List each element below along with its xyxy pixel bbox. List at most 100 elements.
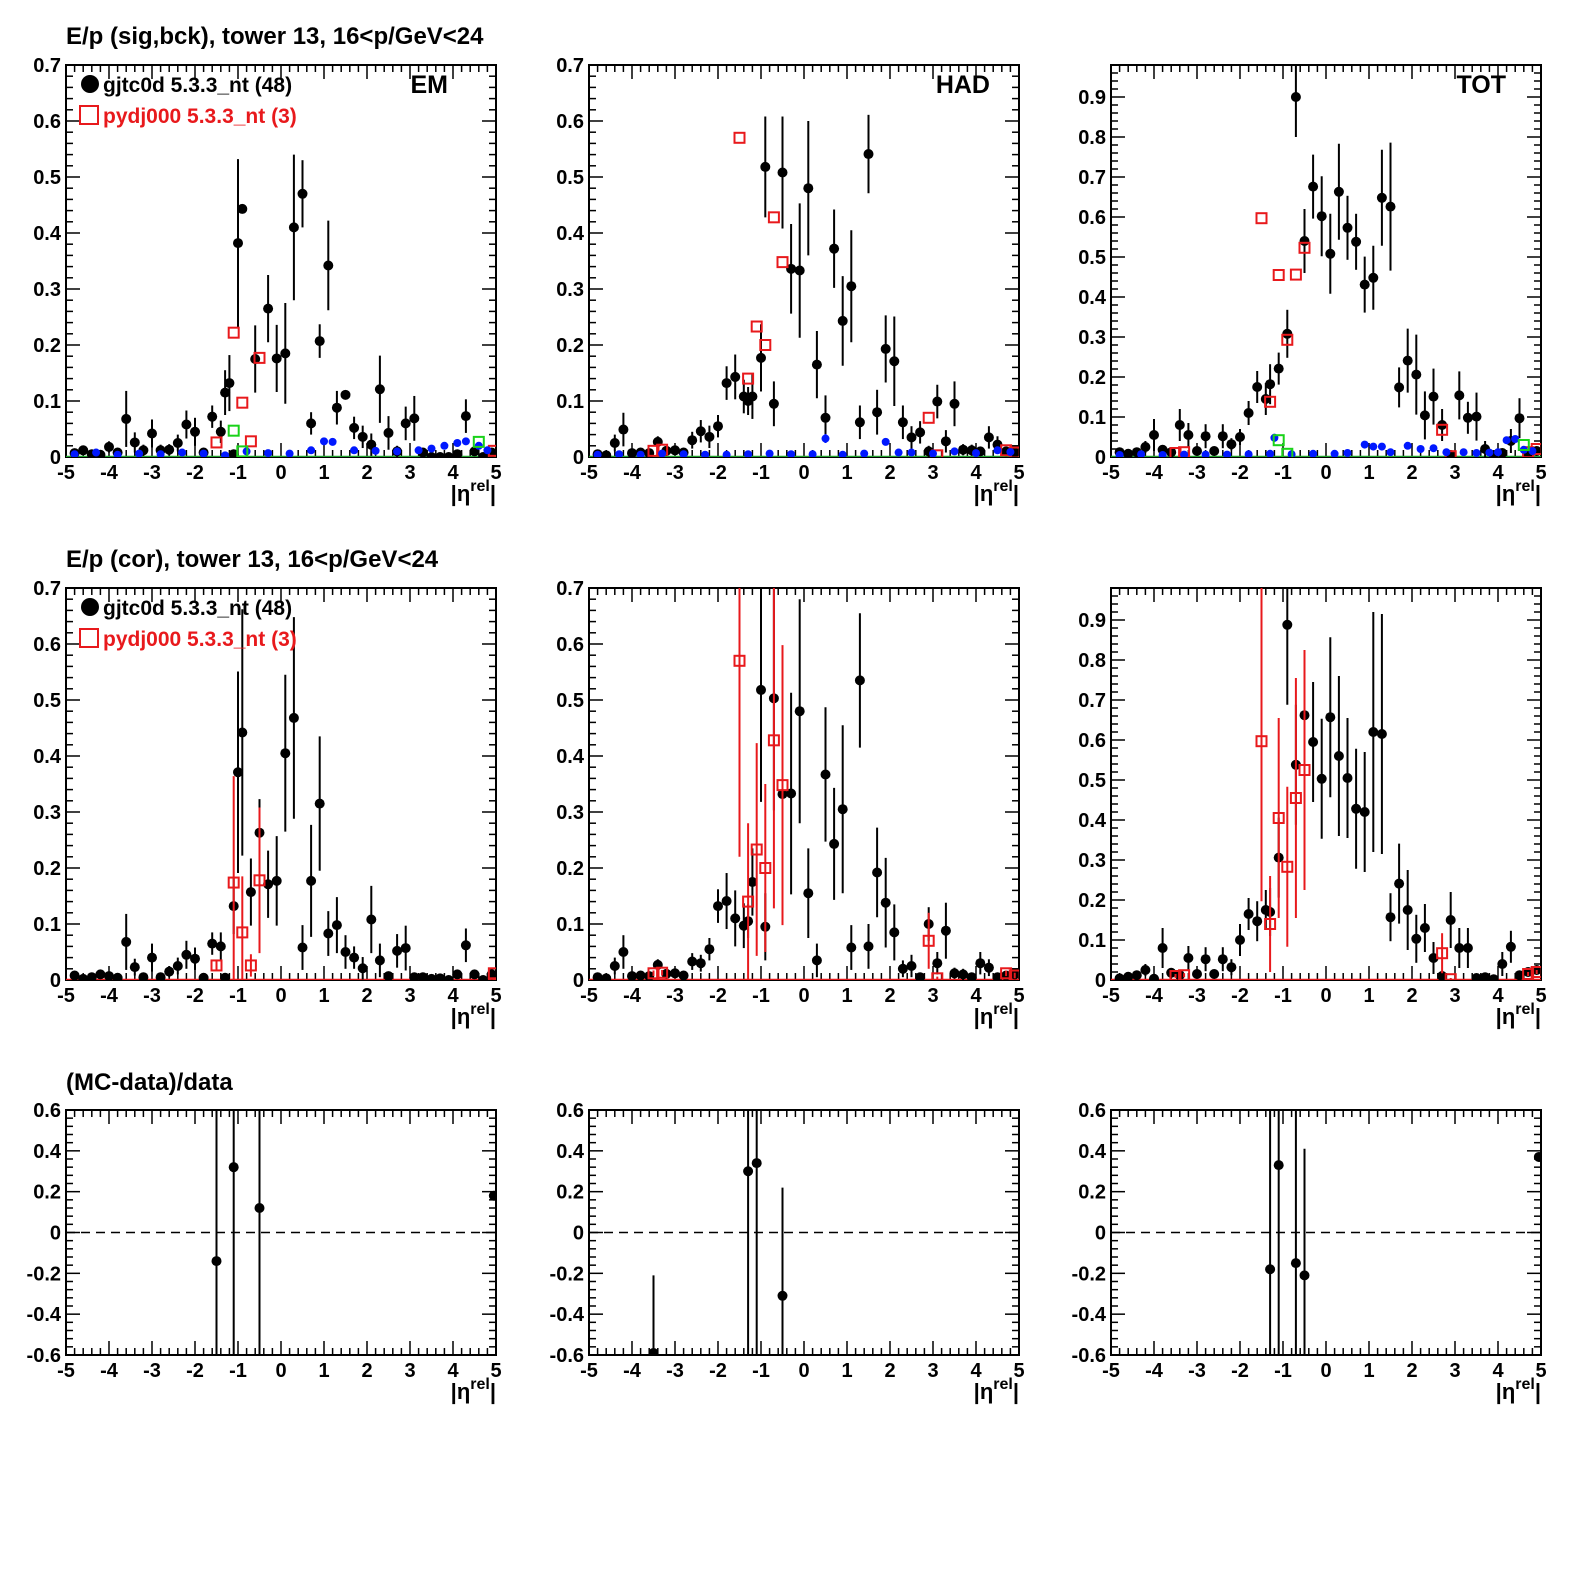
data-point [975,958,986,969]
data-point [1325,248,1336,259]
bkg-point [821,434,830,443]
data-point [1376,192,1387,203]
mc-marker [742,895,755,908]
bkg-point [1416,445,1425,453]
y-tick-label: 0.1 [556,391,584,413]
y-tick-label: 0 [1095,970,1106,992]
y-tick-label: 0 [50,447,61,469]
x-tick-label: 0 [1320,1360,1331,1382]
legend-mc-marker-2 [79,628,99,648]
plot-area [1111,1110,1541,1355]
x-axis-title-close: | [1013,481,1019,506]
data-point [601,973,612,980]
y-tick-label: 0.4 [33,746,62,768]
x-tick-label: -3 [143,985,161,1007]
mc-marker [1436,947,1449,960]
data-point [263,879,274,890]
panel-1-2: -5 -4 -3 -2 -1 0 1 2 3 4 5 0 0.1 0.2 0.3 0.4 0.5 0.6 0.7 0.… [1078,587,1547,1029]
data-point [1471,973,1482,980]
x-tick-label: 0 [275,1360,286,1382]
data-point [306,875,317,886]
bkg-point [636,450,645,457]
plot-area [589,588,1019,980]
x-tick-label: -4 [623,985,642,1007]
data-point [592,972,603,980]
y-tick-label: 0.5 [556,167,584,189]
x-tick-label: -3 [143,1360,161,1382]
data-point [190,426,200,437]
x-tick-label: 0 [1320,985,1331,1007]
y-tick-label: 0.8 [1078,650,1106,672]
data-point [1419,923,1430,933]
legend-mc-marker [79,105,99,125]
bkg-point [483,446,492,455]
mc-marker [733,131,746,144]
data-point [1316,211,1327,222]
data-point [811,359,822,370]
bkg-point [156,450,165,457]
data-point [104,441,114,452]
data-point [271,353,282,364]
y-tick-label: -0.4 [1072,1304,1107,1326]
x-axis-title-sup: rel [1515,478,1535,495]
y-tick-label: -0.4 [550,1304,585,1326]
data-point [1273,363,1284,374]
mc-marker [1255,212,1268,225]
bkg-point [593,450,602,457]
data-point [958,969,969,980]
x-axis-title: |ηrel| [1496,1376,1541,1404]
bkg-point [701,450,710,457]
data-point [1342,773,1353,783]
data-point [357,963,368,974]
x-tick-label: 3 [1449,1360,1460,1382]
data-point [958,444,969,455]
data-point [1471,411,1482,422]
x-axis-title-symbol: |η [1496,1379,1516,1404]
y-tick-label: 0.6 [33,1100,61,1122]
x-tick-label: 5 [490,1360,501,1382]
y-tick-label: 0.2 [1078,1182,1106,1204]
data-point [215,941,226,952]
x-tick-label: 5 [1013,462,1024,484]
bkg-point [1360,440,1369,449]
data-point [829,243,840,254]
panels-grid: -5 -4 -3 -2 -1 0 1 2 3 4 5 0 0.1 0.2 0.3 0.4 0.5 0.6 0.7 |η… [27,55,1547,1404]
data-point [889,927,900,938]
data-point [220,387,231,398]
x-tick-label: -5 [580,462,598,484]
mc-marker [750,843,763,856]
y-tick-label: 0.4 [556,746,585,768]
data-point [811,955,822,966]
bkg-point [1429,444,1438,453]
data-point [478,975,489,980]
data-point [426,973,437,980]
bkg-point [1309,449,1318,457]
data-point [1192,969,1202,979]
data-point [1462,943,1473,953]
data-point [172,961,183,971]
data-point [417,972,428,980]
mc-marker [742,372,755,385]
data-point [95,969,106,980]
x-axis-title: |ηrel| [974,1001,1019,1029]
legend-mc-label: pydj000 5.3.3_nt (3) [103,105,297,128]
y-tick-label: 0.5 [33,167,61,189]
x-tick-label: -5 [580,1360,598,1382]
y-tick-label: -0.2 [550,1263,584,1285]
bkg-point [1502,436,1511,445]
data-point [940,925,951,936]
plot-area [589,1110,1019,1355]
x-tick-label: 4 [1492,462,1504,484]
data-point [601,450,612,457]
bkg-point [199,449,208,457]
data-point [314,798,325,809]
data-point [280,748,291,759]
x-tick-label: -3 [1188,1360,1206,1382]
data-point [846,942,857,953]
data-point [1123,971,1134,980]
data-point [340,947,351,957]
mc-marker [253,874,266,887]
x-tick-label: 5 [1013,985,1024,1007]
x-tick-label: 0 [275,985,286,1007]
mc-marker [750,320,763,333]
